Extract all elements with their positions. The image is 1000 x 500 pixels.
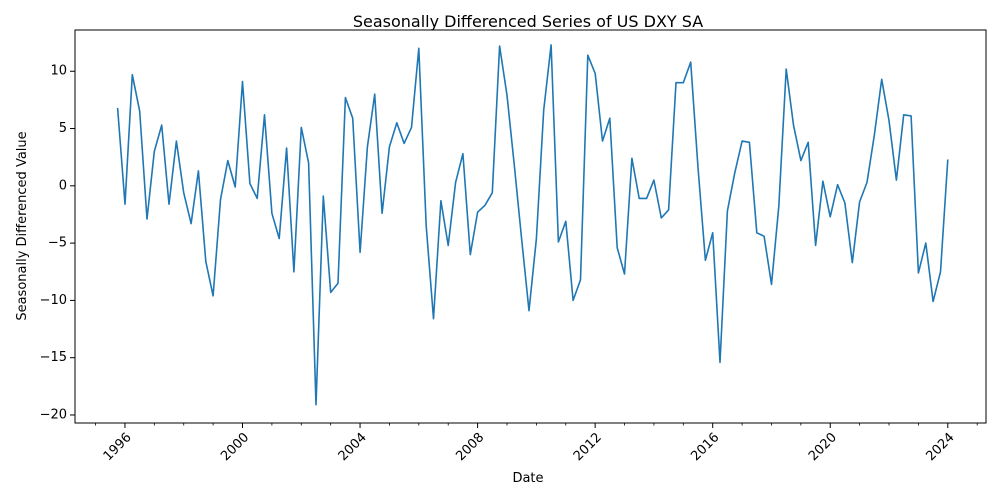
y-tick-label: 10 [50,64,67,79]
plot-area: 1996 2000 2004 2008 2012 2016 2020 2024 −20−15−… [40,29,987,464]
x-axis-title: Date [512,471,543,486]
y-tick-label: −15 [40,350,67,365]
x-tick-label: 2012 [571,430,605,464]
y-tick-label: −10 [40,293,67,308]
y-tick-label: −5 [48,236,67,251]
series-layer [116,44,949,406]
x-tick-label: 2024 [924,430,958,464]
series-line [116,44,949,406]
x-axis: 1996 2000 2004 2008 2012 2016 2020 2024 [95,423,978,464]
y-tick-label: −20 [40,407,67,422]
x-tick-label: 1996 [101,430,135,464]
x-tick-label: 2004 [336,430,370,464]
x-tick-label: 2000 [218,430,252,464]
x-tick-label: 2016 [688,430,722,464]
chart-title: Seasonally Differenced Series of US DXY … [353,12,703,31]
y-axis-title: Seasonally Differenced Value [15,131,30,320]
y-tick-label: 0 [59,178,67,193]
x-tick-label: 2008 [453,430,487,464]
plot-frame [74,29,987,424]
y-axis: −20 −15 −10 −5 0 5 10 [40,64,75,422]
x-tick-label: 2020 [806,430,840,464]
y-tick-label: 5 [59,121,67,136]
